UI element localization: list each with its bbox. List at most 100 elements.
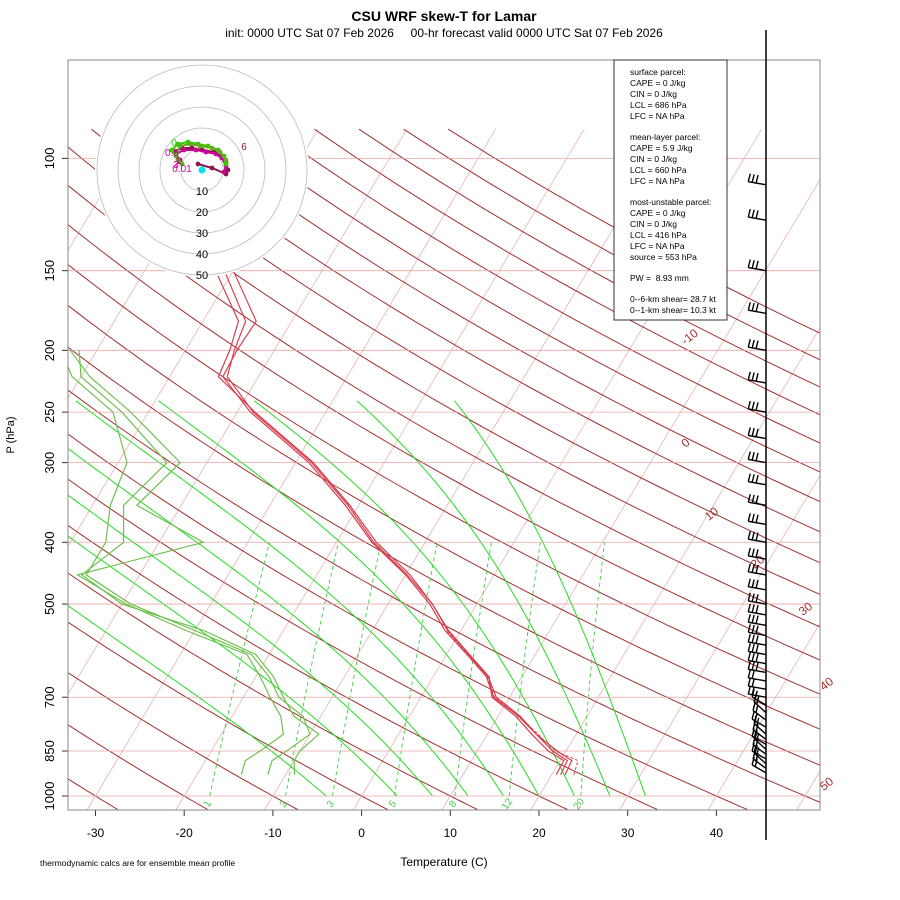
hodograph-ring-label: 40 <box>196 249 208 261</box>
wind-barb-shaft <box>748 659 767 665</box>
x-tick-label: -10 <box>264 826 282 840</box>
hodograph-ring <box>159 127 245 213</box>
p-tick-label: 400 <box>42 531 57 553</box>
wind-barb-flag <box>755 625 759 634</box>
mixing-ratio-label: 5 <box>387 798 399 809</box>
dry-adiabat-line <box>68 433 748 810</box>
wind-barb <box>747 259 767 272</box>
dry-adiabat-line <box>68 478 658 810</box>
isotherm-line <box>68 129 408 695</box>
wind-barb <box>747 563 767 576</box>
x-tick-label: 20 <box>532 826 546 840</box>
mixing-ratio-label: 1 <box>202 798 214 809</box>
stats-shear-1km: 0--1-km shear= 10.3 kt <box>630 305 716 315</box>
hodograph-ring <box>96 64 308 276</box>
hodograph-point <box>197 143 203 149</box>
wind-barb-flag <box>747 513 751 522</box>
wind-barb-flag <box>747 302 751 311</box>
wind-barb <box>747 603 767 616</box>
hodograph-point <box>209 145 215 151</box>
temperature-member-line <box>213 184 565 775</box>
hodograph-point <box>187 141 193 147</box>
wind-barb-shaft <box>751 750 767 760</box>
dewpoint-member-line <box>68 365 311 775</box>
wind-barb <box>747 624 767 637</box>
wind-barb-flag <box>747 652 751 661</box>
wind-barb-flag <box>751 452 755 461</box>
wind-barb-flag <box>751 401 755 410</box>
wind-barb-flag <box>747 563 751 572</box>
temperature-member-line <box>213 184 573 775</box>
wind-barb-flag <box>755 474 759 484</box>
hodograph-point <box>209 165 215 171</box>
wind-barb <box>747 677 767 690</box>
wind-barb-flag <box>747 173 751 182</box>
moist-adiabat-line <box>68 447 469 797</box>
wind-barb <box>747 614 767 627</box>
p-tick-label: 100 <box>42 148 57 170</box>
stats-mu-lfc: LFC = NA hPa <box>630 241 685 251</box>
hodograph-point <box>173 153 179 159</box>
hodograph-ring-label: 10 <box>196 186 208 198</box>
isotherm-line <box>264 129 674 810</box>
moist-adiabat-line <box>158 400 540 797</box>
wind-barb <box>747 669 767 682</box>
wind-barb-flag <box>751 531 755 541</box>
isotherm-label: 10 <box>702 504 721 523</box>
moist-adiabat-line <box>454 400 646 797</box>
x-tick-label: 0 <box>358 826 365 840</box>
x-tick-label: -20 <box>176 826 194 840</box>
x-tick-label: -30 <box>87 826 105 840</box>
wind-barb-flag <box>755 579 759 589</box>
stats-mu-lcl: LCL = 416 hPa <box>630 230 687 240</box>
wind-barb <box>747 547 767 560</box>
chart-title: CSU WRF skew-T for Lamar <box>351 8 537 24</box>
isotherm-line <box>441 179 820 810</box>
footnote: thermodynamic calcs are for ensemble mea… <box>40 858 235 868</box>
p-tick-label: 700 <box>42 686 57 708</box>
wind-barb-shaft <box>748 600 767 605</box>
wind-barb-flag <box>751 661 755 671</box>
wind-barb-shaft <box>752 744 767 755</box>
stats-surface-cin: CIN = 0 J/kg <box>630 89 677 99</box>
wind-barb-flag <box>755 644 759 653</box>
wind-barb-flag <box>747 339 751 348</box>
y-axis-label: P (hPa) <box>5 416 17 453</box>
wind-barb-flag <box>747 371 751 380</box>
wind-barb-flag <box>751 579 755 588</box>
isotherm-line <box>175 129 585 810</box>
wind-barb-flag <box>755 340 759 349</box>
hodograph-point <box>177 143 183 149</box>
wind-barb-shaft <box>748 501 767 506</box>
wind-barb-flag <box>755 564 759 574</box>
wind-barb-flag <box>755 532 759 541</box>
wind-barb-shaft <box>748 408 767 413</box>
moist-adiabat-line <box>253 400 575 797</box>
wind-barb <box>747 400 767 413</box>
wind-barb-flag <box>752 702 756 711</box>
wind-barb-flag <box>755 615 759 624</box>
hodograph-marker-label: 0.01 <box>172 164 192 175</box>
mixing-ratio-label: 3 <box>325 798 337 809</box>
x-tick-label: 10 <box>444 826 458 840</box>
hodograph-point <box>195 161 201 167</box>
dry-adiabat-line <box>68 572 478 810</box>
moist-adiabat-line <box>75 400 504 797</box>
wind-barb-shaft <box>748 266 767 272</box>
wind-barb-flag <box>747 451 751 460</box>
wind-barb <box>747 473 767 486</box>
dry-adiabat-line <box>225 128 820 473</box>
wind-barb-flag <box>755 260 759 270</box>
wind-barb-shaft <box>748 677 767 682</box>
dry-adiabat-line <box>68 724 208 810</box>
wind-barb-flag <box>751 670 755 679</box>
wind-barb-flag <box>755 303 759 312</box>
wind-barb-flag <box>751 634 755 643</box>
wind-barb-shaft <box>753 752 767 765</box>
wind-barb-flag <box>755 495 759 504</box>
isotherm-line <box>619 474 820 810</box>
hodograph-ring-label: 30 <box>196 228 208 240</box>
stats-mu-cin: CIN = 0 J/kg <box>630 219 677 229</box>
wind-barb-flag <box>755 514 759 523</box>
mixing-ratio-line <box>394 542 438 797</box>
